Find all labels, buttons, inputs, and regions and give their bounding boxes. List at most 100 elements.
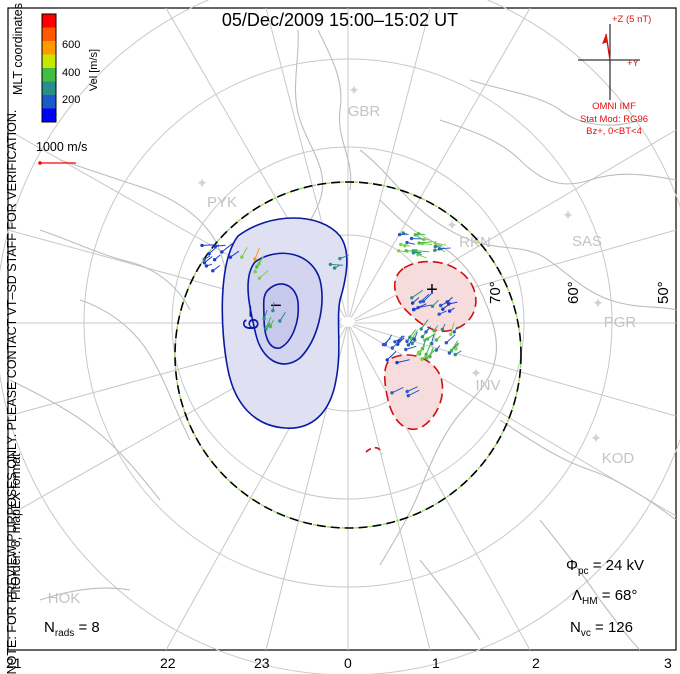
velocity-vector [425,342,432,355]
velocity-vector [412,297,420,304]
velocity-vector [436,335,441,341]
velocity-vector [230,250,240,258]
velocity-vector [420,319,429,330]
velocity-vector [427,333,436,340]
positive-potential-cell: + [365,260,477,455]
imf-z-label: +Z (5 nT) [612,14,651,25]
station-kod: ✦ KOD [590,430,634,467]
heppner-maynard-boundary [174,181,522,529]
velocity-vector [411,339,417,344]
velocity-vector [413,331,418,340]
svg-text:✦: ✦ [562,207,574,223]
velocity-vector [272,302,275,311]
velocity-vector-origin [328,262,333,267]
velocity-vector-origin [397,232,402,237]
color-scale-label: Vel [m/s] [88,49,100,91]
station-label: KOD [602,450,635,467]
velocity-vector [269,319,275,327]
vector-scale-label: 1000 m/s [36,140,87,154]
radar-stations: ✦ GBR ✦ PYK ✦ RKN ✦ SAS ✦ PGR ✦ INV ✦ KO… [48,82,637,607]
velocity-color-scale [41,13,57,123]
velocity-vector [221,242,234,253]
velocity-vector [212,265,221,272]
color-scale-swatch [42,108,56,123]
velocity-vector [434,242,447,246]
stat-model: Stat Mod: RG96 [580,114,648,125]
negative-potential-cell: −9 − [221,217,348,429]
color-scale-frame [41,13,57,123]
color-scale-swatch [42,27,56,42]
velocity-vector [410,329,419,340]
velocity-vector [383,337,391,345]
svg-text:✦: ✦ [470,365,482,381]
velocity-vector [406,242,415,245]
maximum-marker: + [426,279,438,301]
velocity-vector [411,289,424,299]
velocity-vector-origin [409,236,414,241]
color-scale-swatch [42,68,56,82]
coastlines [9,29,677,651]
velocity-vector [394,335,405,343]
velocity-vector [445,334,456,344]
contour-label: −9 [238,305,263,330]
velocity-vector [425,326,431,333]
velocity-vector [448,301,458,305]
velocity-vectors [200,231,462,398]
color-scale-swatch [42,54,56,69]
velocity-vector [418,233,426,236]
velocity-vector [433,325,439,332]
color-scale-tick-600: 600 [62,39,80,51]
imf-condition: Bz+, 0<BT<4 [586,126,642,137]
color-scale-tick-400: 400 [62,67,80,79]
station-pgr: ✦ PGR [592,295,636,331]
svg-text:✦: ✦ [590,430,602,446]
mlt-axis-labels: 21 22 23 0 1 2 3 [6,655,672,671]
velocity-vector [266,316,272,328]
latitude-label-60: 60° [565,281,582,304]
velocity-vector [430,333,435,344]
velocity-vector [263,310,268,319]
velocity-vector [446,296,453,303]
velocity-vector [330,263,344,266]
station-hok: HOK [48,590,81,607]
mlt-label-23: 23 [254,655,270,671]
velocity-vector [422,243,433,246]
velocity-vector [449,307,455,312]
mlt-label-3: 3 [664,655,672,671]
n-rads-stat: Nrads = 8 [44,619,100,639]
velocity-vector [418,304,432,309]
svg-text:✦: ✦ [446,217,458,233]
station-label: SAS [572,233,602,250]
velocity-vector [455,342,460,350]
svg-text:✦: ✦ [348,82,360,98]
station-label: PGR [604,314,637,331]
velocity-vector [407,336,415,346]
velocity-vector [435,245,442,248]
color-scale-tick-200: 200 [62,94,80,106]
velocity-vector [423,291,434,302]
station-sas: ✦ SAS [562,207,602,250]
velocity-vector [419,293,430,303]
velocity-vector [441,323,446,330]
velocity-vector [386,351,397,361]
velocity-vector [450,322,455,335]
imf-y-label: +Y [627,58,640,69]
color-scale-swatch [42,95,56,109]
velocity-vector [204,255,211,260]
color-scale-swatch [42,81,56,96]
imf-clock: +Z (5 nT) +Y OMNI IMF Stat Mod: RG96 Bz+… [578,14,651,137]
velocity-vector-origin [416,232,421,236]
velocity-vector [417,254,427,259]
pole-marker [341,317,355,327]
mlt-label-21: 21 [6,655,22,671]
station-label: HOK [48,590,81,607]
velocity-vector [418,345,426,353]
velocity-vector [455,350,462,356]
velocity-vector [406,250,420,252]
vector-scale: 1000 m/s [36,140,87,165]
velocity-vector [398,250,409,253]
velocity-vector [432,299,439,307]
velocity-vector [254,247,260,260]
color-scale-swatch [42,41,56,55]
